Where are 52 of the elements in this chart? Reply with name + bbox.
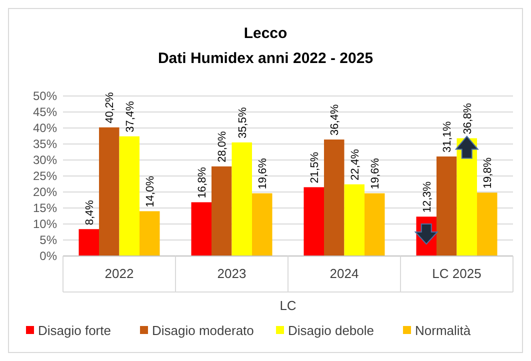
chart-title: Lecco [244, 25, 288, 42]
data-label: 36,8% [462, 102, 474, 134]
x-axis-title: LC [280, 298, 296, 313]
y-tick-label: 40% [32, 121, 58, 135]
bar [477, 192, 498, 256]
bar [232, 142, 252, 256]
bar [191, 202, 212, 256]
bar [304, 187, 324, 256]
data-label: 35,5% [236, 106, 249, 138]
y-tick-label: 25% [32, 169, 58, 183]
bar [252, 193, 272, 256]
legend-label: Disagio debole [288, 323, 374, 338]
y-tick-label: 20% [32, 185, 58, 199]
y-tick-label: 5% [40, 233, 58, 247]
bar [324, 140, 344, 256]
data-label: 22,4% [349, 148, 362, 180]
legend-label: Disagio forte [38, 323, 111, 338]
bar [436, 156, 457, 256]
legend-label: Disagio moderato [152, 323, 254, 338]
x-tick-label: 2022 [104, 266, 134, 281]
data-label: 40,2% [104, 92, 116, 124]
y-tick-label: 50% [32, 89, 58, 103]
legend-label: Normalità [415, 323, 472, 338]
data-label: 37,4% [124, 100, 136, 132]
y-tick-label: 35% [32, 137, 58, 151]
bar [119, 136, 140, 256]
data-label: 31,1% [442, 121, 454, 152]
x-tick-label: 2023 [217, 266, 246, 281]
y-tick-label: 15% [32, 201, 58, 215]
x-tick-label: 2024 [330, 266, 359, 281]
data-label: 8,4% [84, 200, 96, 226]
y-tick-label: 10% [32, 217, 58, 231]
y-tick-label: 30% [32, 153, 58, 167]
data-label: 12,3% [421, 181, 434, 213]
chart-subtitle: Dati Humidex anni 2022 - 2025 [158, 50, 374, 67]
bar [364, 193, 385, 256]
data-label: 19,8% [482, 157, 494, 189]
data-label: 19,6% [370, 158, 382, 190]
data-label: 19,6% [257, 158, 270, 190]
data-label: 36,4% [329, 104, 342, 136]
bar [344, 184, 364, 256]
bar [140, 211, 160, 256]
y-tick-label: 45% [32, 105, 58, 119]
data-label: 21,5% [308, 152, 321, 184]
bar [212, 166, 232, 256]
data-label: 16,8% [196, 166, 208, 198]
bar [99, 127, 120, 256]
y-tick-label: 0% [40, 249, 58, 263]
data-label: 28,0% [216, 130, 229, 162]
bar [78, 229, 99, 256]
data-label: 14,0% [144, 176, 157, 208]
x-tick-label: LC 2025 [432, 266, 482, 281]
